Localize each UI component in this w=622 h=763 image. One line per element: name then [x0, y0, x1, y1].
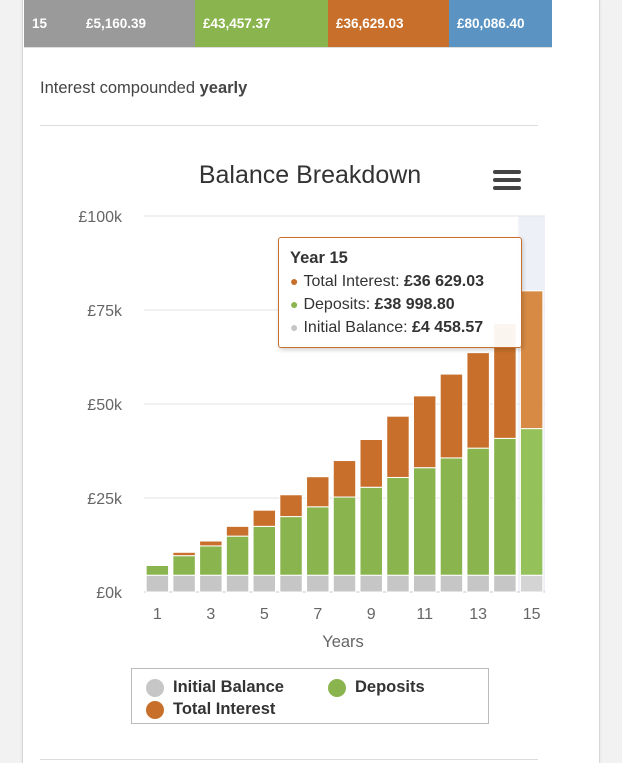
legend-label: Total Interest [173, 700, 276, 718]
summary-deposits: £43,457.37 [195, 0, 328, 47]
summary-year: 15 [24, 0, 62, 47]
compounding-prefix: Interest compounded [40, 79, 200, 97]
legend-item-initial-balance[interactable]: Initial Balance [146, 678, 284, 697]
bar-segment-total-interest-year-3[interactable] [199, 540, 223, 547]
x-tick-label: 5 [260, 606, 269, 623]
bar-segment-deposits-year-9[interactable] [359, 486, 383, 576]
x-tick-label: 1 [153, 606, 162, 623]
tooltip-label: Deposits: [303, 296, 375, 313]
summary-row: 15 £5,160.39 £43,457.37 £36,629.03 £80,0… [24, 0, 552, 48]
bar-segment-total-interest-year-9[interactable] [359, 438, 383, 488]
bar-segment-deposits-year-6[interactable] [279, 516, 303, 576]
y-tick-label: £75k [87, 303, 123, 320]
bar-segment-initial-balance-year-5[interactable] [252, 574, 277, 593]
bar-segment-initial-balance-year-6[interactable] [279, 574, 303, 593]
x-tick-label: 13 [469, 606, 487, 623]
legend-item-deposits[interactable]: Deposits [328, 678, 425, 697]
chart-tooltip: Year 15 ● Total Interest: £36 629.03 ● Dep… [278, 237, 522, 348]
y-tick-label: £25k [87, 491, 123, 508]
bar-segment-deposits-year-13[interactable] [466, 447, 490, 576]
bar-segment-deposits-year-8[interactable] [332, 496, 357, 576]
tooltip-title: Year 15 [290, 249, 348, 267]
menu-bar [493, 186, 521, 190]
bar-segment-total-interest-year-13[interactable] [466, 352, 490, 449]
menu-bar [493, 178, 521, 182]
bar-segment-initial-balance-year-7[interactable] [306, 574, 330, 593]
x-tick-label: 7 [313, 606, 322, 623]
summary-initial-balance: £5,160.39 [62, 0, 195, 47]
compounding-note: Interest compounded yearly [40, 79, 247, 98]
bar-segment-deposits-year-10[interactable] [386, 476, 410, 576]
x-tick-label: 15 [523, 606, 541, 623]
compounding-frequency: yearly [199, 79, 248, 97]
legend-label: Initial Balance [173, 678, 284, 696]
bar-segment-deposits-year-2[interactable] [172, 555, 196, 576]
bar-segment-total-interest-year-4[interactable] [225, 525, 250, 537]
bar-segment-total-interest-year-12[interactable] [439, 373, 464, 459]
bar-segment-total-interest-year-15[interactable] [519, 290, 544, 430]
bar-segment-total-interest-year-7[interactable] [306, 476, 330, 508]
bar-segment-initial-balance-year-13[interactable] [466, 574, 490, 593]
dot-icon: ● [290, 319, 299, 335]
menu-bar [493, 170, 521, 174]
bar-segment-deposits-year-5[interactable] [252, 525, 277, 576]
bar-segment-deposits-year-4[interactable] [225, 535, 250, 576]
bar-segment-deposits-year-11[interactable] [412, 467, 437, 576]
legend-label: Deposits [355, 678, 425, 696]
dot-icon: ● [290, 296, 299, 312]
tooltip-value: £36 629.03 [403, 273, 485, 290]
divider-top [40, 125, 538, 126]
bar-segment-initial-balance-year-4[interactable] [225, 574, 250, 593]
x-tick-label: 3 [206, 606, 215, 623]
bar-segment-initial-balance-year-9[interactable] [359, 574, 383, 593]
x-tick-label: 9 [367, 606, 376, 623]
bar-segment-initial-balance-year-12[interactable] [439, 574, 464, 593]
tooltip-value: £38 998.80 [374, 296, 455, 313]
y-tick-label: £50k [87, 397, 123, 414]
divider-bottom [40, 759, 538, 760]
bar-segment-total-interest-year-2[interactable] [172, 551, 196, 557]
legend-swatch [146, 678, 164, 697]
bar-segment-initial-balance-year-14[interactable] [493, 574, 517, 593]
bar-segment-total-interest-year-11[interactable] [412, 395, 437, 469]
tooltip-line-deposits: ● Deposits: £38 998.80 [290, 293, 521, 316]
bar-segment-deposits-year-7[interactable] [306, 506, 330, 576]
y-tick-label: £100k [78, 209, 123, 226]
bar-segment-deposits-year-15[interactable] [519, 428, 544, 576]
tooltip-line-initial: ● Initial Balance: £4 458.57 [290, 316, 521, 339]
bar-segment-deposits-year-12[interactable] [439, 457, 464, 576]
bar-segment-initial-balance-year-10[interactable] [386, 574, 410, 593]
bar-segment-total-interest-year-8[interactable] [332, 460, 357, 498]
tooltip-label: Initial Balance: [303, 319, 412, 336]
bar-segment-initial-balance-year-2[interactable] [172, 574, 196, 593]
bar-segment-initial-balance-year-1[interactable] [145, 574, 170, 593]
legend-swatch [328, 678, 346, 697]
chart-menu-icon[interactable] [493, 170, 521, 190]
bar-segment-deposits-year-14[interactable] [493, 437, 517, 576]
bar-segment-initial-balance-year-8[interactable] [332, 574, 357, 593]
bar-segment-initial-balance-year-3[interactable] [199, 574, 223, 593]
x-tick-label: 11 [416, 606, 433, 623]
legend-swatch [146, 700, 164, 719]
chart-legend: Initial Balance Deposits Total Interest [131, 668, 489, 724]
y-tick-label: £0k [96, 585, 123, 602]
chart-title: Balance Breakdown [199, 161, 421, 189]
bar-segment-total-interest-year-5[interactable] [252, 509, 277, 527]
summary-interest: £36,629.03 [328, 0, 449, 47]
bar-segment-deposits-year-1[interactable] [145, 564, 170, 576]
summary-total: £80,086.40 [449, 0, 552, 47]
tooltip-label: Total Interest: [303, 273, 404, 290]
x-axis-title: Years [322, 633, 364, 651]
tooltip-value: £4 458.57 [411, 319, 484, 336]
bar-segment-total-interest-year-6[interactable] [279, 494, 303, 518]
bar-segment-initial-balance-year-11[interactable] [412, 574, 437, 593]
bar-segment-total-interest-year-10[interactable] [386, 415, 410, 478]
bar-segment-initial-balance-year-15[interactable] [519, 574, 544, 593]
tooltip-line-interest: ● Total Interest: £36 629.03 [290, 270, 521, 293]
dot-icon: ● [290, 273, 299, 289]
bar-segment-deposits-year-3[interactable] [199, 545, 223, 576]
legend-item-total-interest[interactable]: Total Interest [146, 700, 275, 719]
